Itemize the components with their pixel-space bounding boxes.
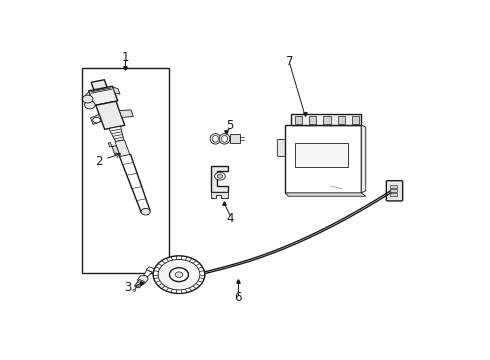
Bar [391,193,397,196]
Circle shape [133,289,136,291]
Bar [285,125,361,193]
Text: 5: 5 [226,119,234,132]
Bar [352,116,359,123]
Ellipse shape [219,134,230,144]
Circle shape [153,256,205,293]
Bar [82,68,170,273]
FancyBboxPatch shape [386,181,403,201]
Circle shape [215,172,225,180]
Circle shape [218,174,222,178]
Bar [291,114,361,125]
Polygon shape [91,114,102,125]
FancyBboxPatch shape [277,139,287,156]
Circle shape [141,208,150,215]
Bar [295,143,348,167]
Polygon shape [146,267,155,273]
Polygon shape [91,80,107,90]
Bar [391,189,397,192]
Bar [295,116,302,123]
Ellipse shape [210,134,221,144]
Text: 7: 7 [286,55,294,68]
Bar [338,116,345,123]
Polygon shape [113,87,120,94]
Text: 4: 4 [226,212,234,225]
Circle shape [175,272,183,278]
Text: 6: 6 [234,291,242,304]
Polygon shape [120,110,133,117]
Circle shape [82,95,93,103]
Bar [309,116,317,123]
Polygon shape [285,193,366,196]
Polygon shape [211,166,228,192]
Polygon shape [108,143,119,154]
Polygon shape [138,275,148,283]
Circle shape [93,117,100,123]
Polygon shape [115,140,130,156]
Polygon shape [96,101,125,129]
Circle shape [84,101,95,109]
Bar [323,116,331,123]
Text: 1: 1 [122,50,129,64]
Polygon shape [85,92,91,100]
Polygon shape [144,270,152,276]
Bar [230,134,241,143]
Circle shape [170,268,189,282]
Text: 2: 2 [95,153,121,167]
Polygon shape [109,126,123,141]
Ellipse shape [221,135,227,142]
Polygon shape [135,279,145,288]
Polygon shape [89,86,118,105]
Text: 3: 3 [124,281,131,294]
Bar [391,185,397,188]
Ellipse shape [212,135,219,142]
Polygon shape [361,125,366,193]
Circle shape [158,260,200,290]
Polygon shape [211,192,228,198]
